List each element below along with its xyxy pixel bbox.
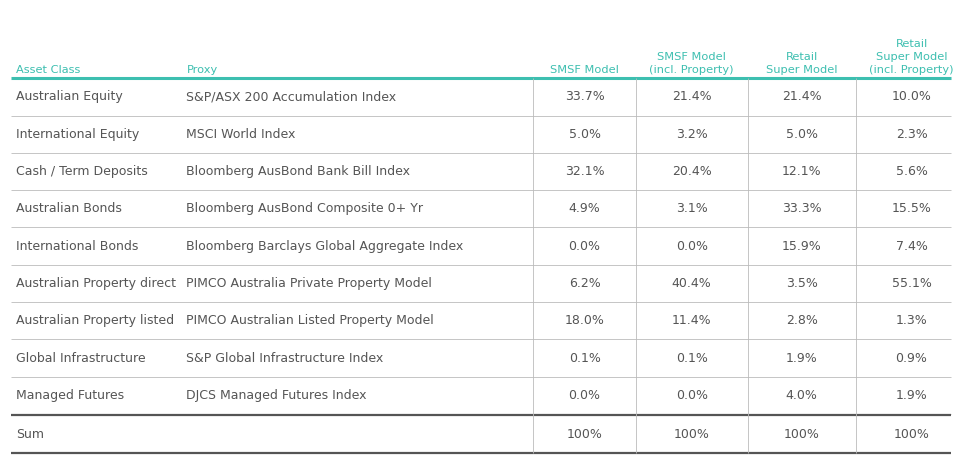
Text: 21.4%: 21.4%: [782, 91, 821, 103]
Text: Australian Bonds: Australian Bonds: [16, 202, 122, 215]
Text: 0.1%: 0.1%: [676, 352, 707, 364]
Text: 0.1%: 0.1%: [569, 352, 600, 364]
Text: Australian Property listed: Australian Property listed: [16, 314, 174, 327]
Text: SMSF Model
(incl. Property): SMSF Model (incl. Property): [649, 52, 734, 75]
Text: Global Infrastructure: Global Infrastructure: [16, 352, 146, 364]
Text: Managed Futures: Managed Futures: [16, 389, 124, 402]
Text: 4.9%: 4.9%: [569, 202, 600, 215]
Text: MSCI World Index: MSCI World Index: [186, 128, 295, 141]
Text: 7.4%: 7.4%: [896, 240, 927, 253]
Text: Bloomberg AusBond Bank Bill Index: Bloomberg AusBond Bank Bill Index: [186, 165, 410, 178]
Text: 21.4%: 21.4%: [672, 91, 711, 103]
Text: 40.4%: 40.4%: [672, 277, 711, 290]
Text: Bloomberg AusBond Composite 0+ Yr: Bloomberg AusBond Composite 0+ Yr: [186, 202, 424, 215]
Text: Retail
Super Model
(incl. Property): Retail Super Model (incl. Property): [869, 40, 954, 75]
Text: 6.2%: 6.2%: [569, 277, 600, 290]
Text: International Bonds: International Bonds: [16, 240, 139, 253]
Text: 4.0%: 4.0%: [786, 389, 817, 402]
Text: 20.4%: 20.4%: [672, 165, 711, 178]
Text: 3.2%: 3.2%: [676, 128, 707, 141]
Text: 15.5%: 15.5%: [892, 202, 931, 215]
Text: 100%: 100%: [567, 428, 602, 440]
Text: 55.1%: 55.1%: [892, 277, 931, 290]
Text: 10.0%: 10.0%: [892, 91, 931, 103]
Text: 33.7%: 33.7%: [565, 91, 604, 103]
Text: 2.3%: 2.3%: [896, 128, 927, 141]
Text: 15.9%: 15.9%: [782, 240, 821, 253]
Text: 0.0%: 0.0%: [569, 389, 600, 402]
Text: 5.0%: 5.0%: [786, 128, 817, 141]
Text: Proxy: Proxy: [186, 65, 218, 75]
Text: 1.3%: 1.3%: [896, 314, 927, 327]
Text: 32.1%: 32.1%: [565, 165, 604, 178]
Text: 0.0%: 0.0%: [569, 240, 600, 253]
Text: International Equity: International Equity: [16, 128, 140, 141]
Text: Asset Class: Asset Class: [16, 65, 80, 75]
Text: Australian Property direct: Australian Property direct: [16, 277, 176, 290]
Text: 18.0%: 18.0%: [565, 314, 604, 327]
Text: S&P Global Infrastructure Index: S&P Global Infrastructure Index: [186, 352, 383, 364]
Text: 33.3%: 33.3%: [782, 202, 821, 215]
Text: Retail
Super Model: Retail Super Model: [766, 52, 837, 75]
Text: Cash / Term Deposits: Cash / Term Deposits: [16, 165, 148, 178]
Text: 11.4%: 11.4%: [672, 314, 711, 327]
Text: Sum: Sum: [16, 428, 44, 440]
Text: PIMCO Australia Private Property Model: PIMCO Australia Private Property Model: [186, 277, 432, 290]
Text: 100%: 100%: [894, 428, 929, 440]
Text: 0.9%: 0.9%: [896, 352, 927, 364]
Text: 3.5%: 3.5%: [786, 277, 817, 290]
Text: Bloomberg Barclays Global Aggregate Index: Bloomberg Barclays Global Aggregate Inde…: [186, 240, 464, 253]
Text: Australian Equity: Australian Equity: [16, 91, 123, 103]
Text: 12.1%: 12.1%: [782, 165, 821, 178]
Text: 5.6%: 5.6%: [896, 165, 927, 178]
Text: 1.9%: 1.9%: [786, 352, 817, 364]
Text: DJCS Managed Futures Index: DJCS Managed Futures Index: [186, 389, 367, 402]
Text: S&P/ASX 200 Accumulation Index: S&P/ASX 200 Accumulation Index: [186, 91, 397, 103]
Text: 0.0%: 0.0%: [676, 240, 707, 253]
Text: 5.0%: 5.0%: [569, 128, 600, 141]
Text: SMSF Model: SMSF Model: [550, 65, 619, 75]
Text: 0.0%: 0.0%: [676, 389, 707, 402]
Text: PIMCO Australian Listed Property Model: PIMCO Australian Listed Property Model: [186, 314, 434, 327]
Text: 1.9%: 1.9%: [896, 389, 927, 402]
Text: 100%: 100%: [784, 428, 819, 440]
Text: 100%: 100%: [674, 428, 709, 440]
Text: 2.8%: 2.8%: [786, 314, 817, 327]
Text: 3.1%: 3.1%: [676, 202, 707, 215]
